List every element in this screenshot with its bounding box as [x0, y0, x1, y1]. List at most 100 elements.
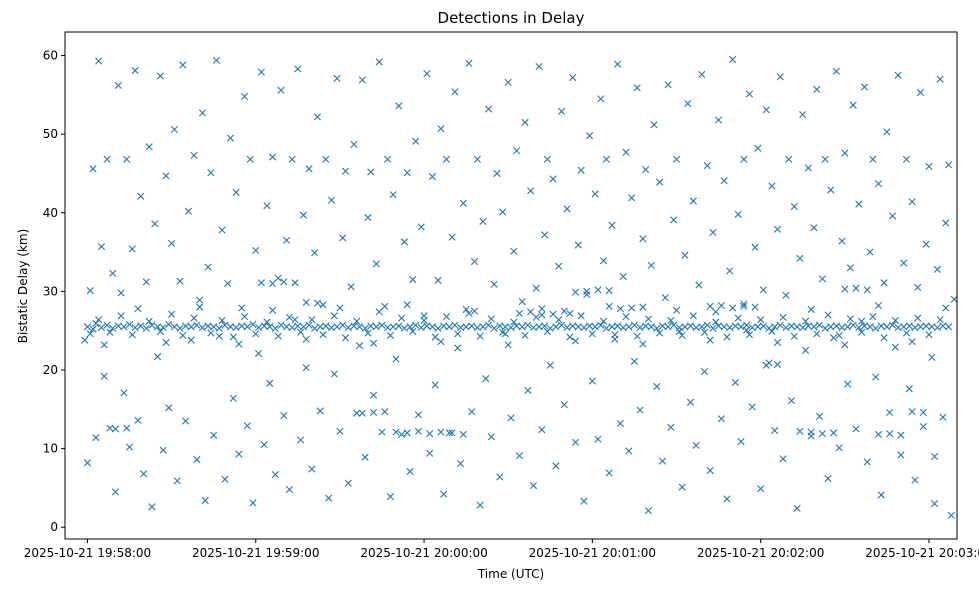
data-point — [521, 118, 529, 126]
data-point — [552, 462, 560, 470]
x-tick-label: 2025-10-21 20:01:00 — [529, 546, 656, 560]
data-point — [644, 507, 653, 515]
data-point — [355, 323, 364, 331]
data-point — [555, 262, 563, 270]
data-point — [785, 155, 793, 163]
data-point — [86, 330, 94, 338]
data-point — [541, 231, 549, 239]
data-point — [459, 199, 467, 207]
data-point — [905, 385, 913, 393]
data-point — [165, 320, 173, 328]
data-point — [672, 155, 681, 163]
data-point — [190, 151, 198, 159]
data-point — [358, 76, 366, 84]
data-point — [235, 340, 243, 348]
data-point — [930, 452, 939, 461]
data-point — [588, 330, 596, 338]
data-point — [165, 404, 173, 412]
data-point — [347, 283, 355, 291]
data-point — [97, 323, 106, 332]
data-point — [145, 317, 153, 325]
data-point — [599, 317, 608, 325]
data-point — [414, 427, 423, 435]
data-point — [602, 155, 610, 163]
data-point — [832, 67, 840, 75]
data-point — [757, 316, 765, 324]
data-point — [569, 74, 577, 82]
data-point — [908, 408, 916, 416]
data-point — [706, 467, 714, 475]
data-point — [703, 162, 711, 170]
data-point — [919, 408, 927, 417]
data-point — [872, 324, 880, 332]
data-point — [412, 137, 420, 145]
data-point — [714, 116, 723, 124]
data-point — [176, 277, 184, 285]
data-point — [911, 476, 919, 484]
data-point — [692, 441, 700, 450]
data-point — [706, 336, 714, 344]
data-point — [619, 272, 627, 281]
data-point — [538, 426, 546, 434]
data-point — [403, 429, 411, 437]
data-point — [268, 306, 277, 314]
data-point — [504, 78, 512, 86]
data-point — [428, 173, 437, 181]
data-point — [925, 162, 933, 171]
data-point — [395, 102, 403, 110]
data-point — [748, 403, 756, 411]
data-point — [207, 169, 215, 177]
data-point — [465, 309, 473, 317]
data-point — [83, 323, 92, 331]
data-point — [288, 155, 296, 163]
data-point — [858, 317, 866, 325]
data-point — [482, 375, 490, 383]
data-point — [134, 305, 142, 313]
data-point — [123, 424, 131, 432]
data-point — [549, 310, 557, 318]
data-point — [249, 320, 257, 328]
data-point — [779, 313, 787, 321]
points-layer — [81, 55, 958, 520]
data-point — [100, 341, 108, 349]
data-point — [507, 323, 515, 332]
data-point — [698, 70, 706, 79]
data-point — [212, 56, 221, 64]
data-point — [538, 305, 546, 313]
data-point — [622, 148, 630, 156]
data-point — [874, 180, 883, 188]
data-point — [880, 279, 888, 287]
y-tick-label: 60 — [43, 49, 58, 63]
data-point — [131, 323, 139, 332]
data-point — [681, 251, 689, 259]
data-point — [442, 312, 451, 321]
data-point — [95, 316, 103, 324]
data-point — [406, 323, 414, 331]
data-point — [757, 485, 765, 493]
data-point — [855, 323, 863, 332]
data-point — [274, 332, 282, 340]
data-point — [187, 336, 195, 344]
data-point — [291, 279, 299, 287]
data-point — [330, 312, 338, 320]
data-point — [667, 316, 675, 325]
data-point — [891, 343, 899, 351]
data-point — [92, 434, 100, 442]
data-point — [187, 323, 195, 331]
data-point — [653, 324, 661, 332]
data-point — [782, 323, 790, 332]
data-point — [709, 228, 717, 237]
data-point — [100, 372, 108, 380]
data-point — [838, 237, 846, 245]
data-point — [886, 430, 894, 438]
data-point — [712, 308, 720, 316]
data-point — [827, 186, 835, 194]
data-point — [633, 84, 641, 92]
data-point — [650, 121, 658, 129]
data-point — [737, 437, 745, 446]
data-point — [406, 467, 414, 475]
data-point — [361, 453, 369, 461]
data-point — [630, 321, 639, 329]
data-point — [369, 339, 378, 347]
